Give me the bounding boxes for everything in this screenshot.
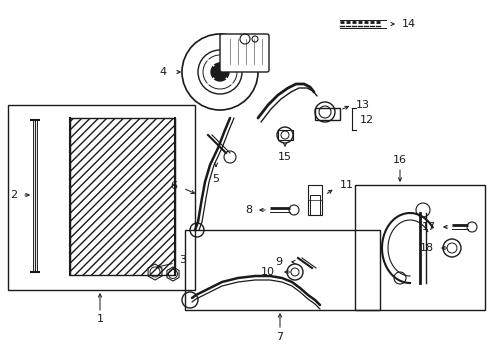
Bar — [8, 105, 195, 290]
Text: 18: 18 — [419, 243, 433, 253]
Bar — [309, 195, 319, 215]
Text: 16: 16 — [392, 155, 406, 165]
Text: 10: 10 — [261, 267, 274, 277]
Text: 8: 8 — [244, 205, 251, 215]
Text: 2: 2 — [10, 190, 18, 200]
Text: 11: 11 — [339, 180, 353, 190]
Text: 17: 17 — [421, 222, 435, 232]
Text: 6: 6 — [170, 181, 177, 191]
Text: 14: 14 — [401, 19, 415, 29]
Bar — [278, 130, 292, 140]
Text: 3: 3 — [179, 255, 186, 265]
Text: 5: 5 — [212, 174, 219, 184]
Text: 13: 13 — [355, 100, 369, 110]
Bar — [307, 185, 321, 215]
Text: 12: 12 — [359, 115, 373, 125]
Text: 15: 15 — [278, 152, 291, 162]
FancyBboxPatch shape — [220, 34, 268, 72]
Bar — [70, 118, 175, 275]
Text: 1: 1 — [96, 314, 103, 324]
Text: 4: 4 — [160, 67, 167, 77]
Bar — [184, 230, 379, 310]
Bar — [354, 185, 484, 310]
Bar — [314, 108, 339, 120]
Text: 7: 7 — [276, 332, 283, 342]
Text: 9: 9 — [274, 257, 282, 267]
Circle shape — [210, 63, 228, 81]
